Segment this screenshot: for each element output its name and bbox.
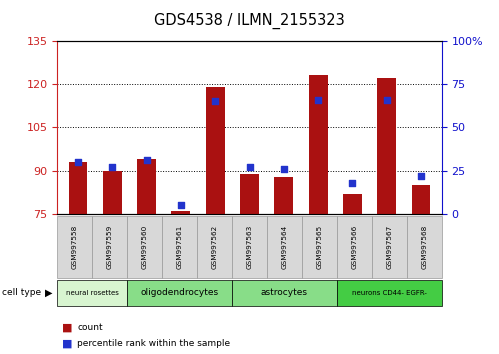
- Text: count: count: [77, 323, 103, 332]
- Bar: [103, 171, 122, 214]
- Text: GSM997560: GSM997560: [142, 225, 148, 269]
- Point: [108, 165, 116, 170]
- Point: [383, 97, 391, 103]
- Bar: [68, 162, 87, 214]
- Text: GSM997566: GSM997566: [351, 225, 357, 269]
- Point: [417, 173, 425, 179]
- Text: GSM997567: GSM997567: [386, 225, 392, 269]
- Bar: [172, 211, 190, 214]
- Point: [74, 159, 82, 165]
- Text: ▶: ▶: [45, 288, 53, 298]
- Text: GSM997559: GSM997559: [107, 225, 113, 269]
- Point: [211, 98, 219, 104]
- Text: neurons CD44- EGFR-: neurons CD44- EGFR-: [352, 290, 427, 296]
- Bar: [274, 177, 293, 214]
- Text: GSM997558: GSM997558: [72, 225, 78, 269]
- Text: cell type: cell type: [2, 289, 41, 297]
- Text: GDS4538 / ILMN_2155323: GDS4538 / ILMN_2155323: [154, 12, 345, 29]
- Text: GSM997564: GSM997564: [281, 225, 287, 269]
- Point: [177, 202, 185, 208]
- Bar: [343, 194, 362, 214]
- Bar: [206, 87, 225, 214]
- Point: [246, 165, 253, 170]
- Bar: [240, 174, 259, 214]
- Point: [143, 158, 151, 163]
- Text: GSM997565: GSM997565: [316, 225, 322, 269]
- Text: ■: ■: [62, 322, 73, 332]
- Text: GSM997562: GSM997562: [212, 225, 218, 269]
- Text: neural rosettes: neural rosettes: [66, 290, 119, 296]
- Text: GSM997568: GSM997568: [421, 225, 427, 269]
- Point: [280, 166, 288, 172]
- Text: astrocytes: astrocytes: [261, 289, 308, 297]
- Text: GSM997561: GSM997561: [177, 225, 183, 269]
- Text: percentile rank within the sample: percentile rank within the sample: [77, 339, 231, 348]
- Bar: [137, 159, 156, 214]
- Text: oligodendrocytes: oligodendrocytes: [141, 289, 219, 297]
- Point: [314, 97, 322, 103]
- Point: [348, 180, 356, 186]
- Bar: [377, 78, 396, 214]
- Bar: [309, 75, 327, 214]
- Text: GSM997563: GSM997563: [247, 225, 252, 269]
- Bar: [412, 185, 431, 214]
- Text: ■: ■: [62, 338, 73, 348]
